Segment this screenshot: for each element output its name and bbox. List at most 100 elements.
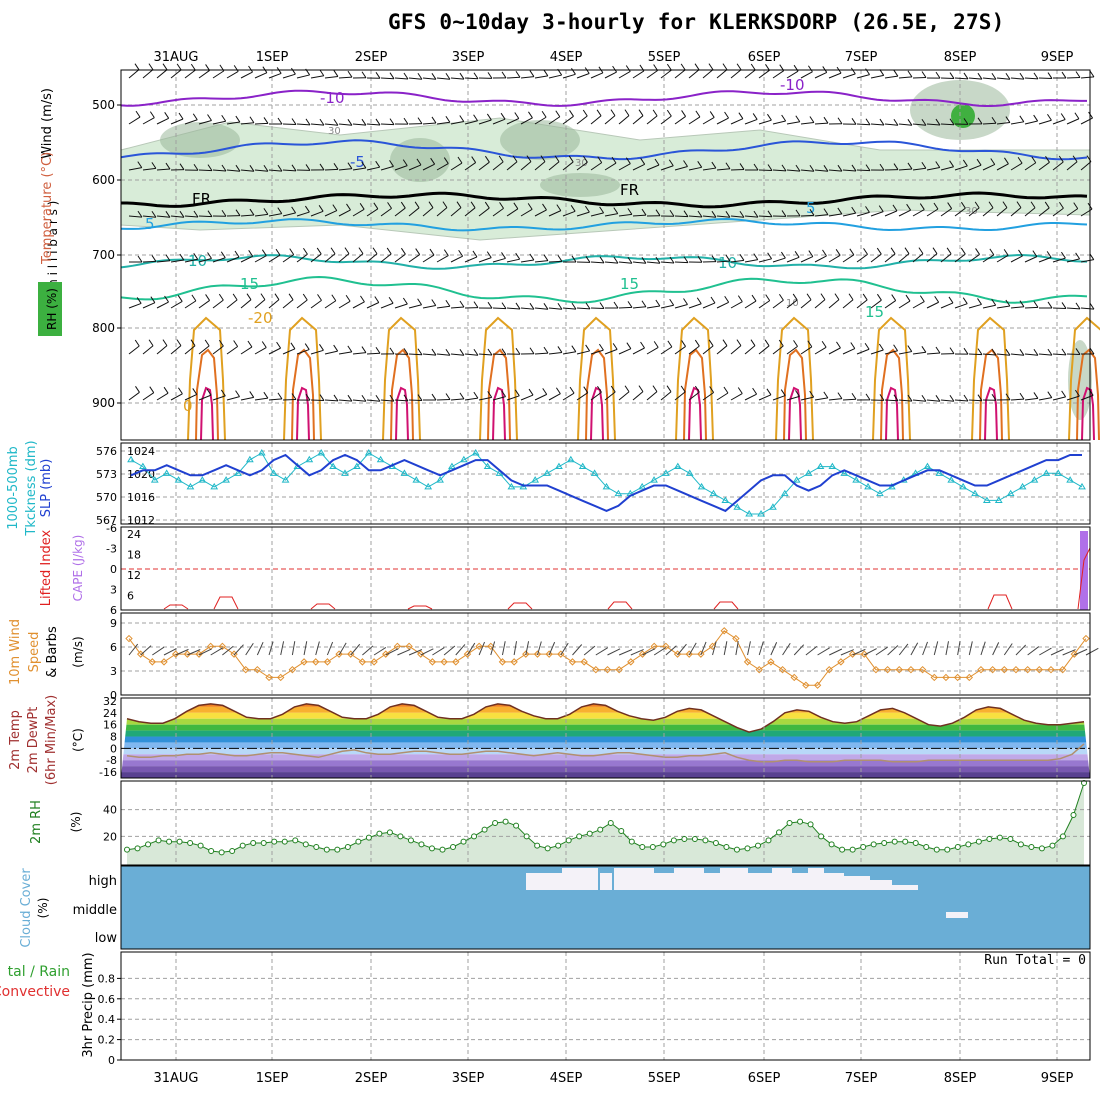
wind-barb-flag — [221, 115, 227, 122]
wind-barb-flag — [977, 348, 983, 355]
clear-sky-block — [772, 868, 792, 890]
wind-barb — [450, 207, 462, 217]
wind-barb — [436, 305, 450, 309]
wind-barb-flag — [1075, 348, 1081, 355]
wind-barb-flag — [1019, 72, 1025, 80]
wind-barb — [1010, 398, 1025, 401]
wind-tick-label: 3 — [110, 665, 117, 678]
wind-barb-flag — [135, 110, 141, 118]
wind-barb — [576, 392, 589, 401]
wind-barb — [450, 398, 464, 401]
rh2m-label: 2m RH — [29, 800, 44, 844]
li-bump — [607, 601, 633, 610]
wind-speed-point — [965, 673, 974, 682]
wind-barb — [506, 161, 518, 171]
wind-speed-point — [125, 634, 133, 643]
temp-contour-30 — [296, 386, 310, 441]
wind-barb-flag — [333, 70, 339, 77]
temp-contour-30 — [1081, 386, 1095, 441]
wind-barb-flag — [766, 388, 772, 396]
wind-speed-point — [837, 658, 845, 666]
wind-barb-flag — [725, 254, 731, 262]
wind-barb — [898, 351, 912, 355]
wind-barb-flag — [781, 114, 787, 122]
wind-barb-flag — [165, 162, 171, 170]
wind-barb — [674, 346, 686, 355]
wind-barb — [170, 118, 184, 125]
wind-10m-barb — [595, 647, 609, 656]
wind-barb-flag — [1089, 347, 1095, 355]
wind-barb-flag — [361, 346, 367, 353]
wind-barb — [128, 302, 142, 309]
wind-10m-barb — [397, 648, 411, 656]
wind-barb — [702, 215, 716, 218]
wind-barb — [870, 211, 884, 217]
dewpoint-line — [126, 743, 1085, 763]
temp-contour-20 — [382, 316, 421, 441]
wind-barb — [254, 169, 268, 172]
wind-barb-flag — [737, 387, 743, 394]
temp-contour-10 — [120, 253, 1088, 270]
wind-barb-flag — [736, 63, 742, 71]
wind-barb — [1038, 256, 1052, 263]
wind-barb — [366, 208, 379, 217]
wind-barb-flag — [680, 63, 686, 71]
wind-barb — [198, 345, 210, 355]
wind-barb — [562, 392, 575, 401]
wind-barb-flag — [375, 160, 381, 168]
wind-barb-flag — [529, 302, 535, 310]
wind-barb-flag — [318, 205, 324, 212]
thickness-point — [935, 469, 944, 476]
precip-total-label: tal / Rain — [8, 964, 70, 980]
wind-barb — [184, 300, 197, 309]
wind-barb — [310, 349, 324, 355]
wind-barb-flag — [179, 253, 185, 261]
wind-barb-flag — [918, 247, 924, 254]
rh2m-point — [965, 841, 972, 848]
thickness-point — [614, 489, 623, 497]
wind-barb — [688, 116, 701, 125]
wind-barb-flag — [431, 299, 437, 306]
wind-barb — [688, 345, 700, 355]
wind-barb-flag — [809, 164, 815, 172]
wind-barb-flag — [725, 162, 731, 170]
wind-barb-flag — [680, 385, 686, 393]
wind-barb-flag — [375, 118, 381, 126]
wind-barb-flag — [1047, 113, 1052, 121]
wind-barb — [842, 348, 856, 355]
wind-barb-flag — [625, 157, 631, 164]
wind-barb-flag — [739, 254, 745, 261]
wind-barb-flag — [837, 117, 843, 125]
wind-barb — [170, 300, 183, 309]
wind-barb-flag — [207, 164, 213, 171]
wind-barb-flag — [638, 385, 644, 392]
wind-barb-flag — [135, 386, 140, 393]
wind-speed-point — [253, 665, 262, 674]
temp-contour-20 — [283, 316, 322, 441]
wind-barb-flag — [767, 164, 773, 171]
wind-barb-flag — [527, 203, 533, 210]
wind-barb — [282, 348, 296, 355]
wind-barb — [240, 71, 253, 79]
wind-barb-flag — [361, 118, 367, 126]
wind-barb-flag — [459, 349, 465, 356]
top-date-label: 7SEP — [845, 50, 878, 65]
cape-tick-label: 12 — [127, 569, 141, 582]
wind-barb — [716, 260, 731, 263]
rh2m-point — [166, 838, 173, 845]
thickness-point — [1066, 476, 1074, 483]
wind-barb — [380, 77, 395, 80]
wind-barb-flag — [515, 348, 521, 355]
wind-barb-flag — [837, 164, 843, 172]
wind-barb — [506, 395, 520, 401]
wind-barb-flag — [515, 70, 521, 78]
wind-barb-flag — [935, 118, 941, 126]
wind-10m-barb — [992, 642, 1000, 656]
wind-10m-barb — [385, 648, 399, 656]
wind-barb-flag — [557, 255, 563, 262]
wind-barb-flag — [722, 63, 728, 70]
wind-barb-flag — [932, 247, 938, 254]
wind-10m-barb — [723, 641, 728, 656]
wind-barb — [562, 307, 576, 310]
wind-10m-barb — [128, 643, 139, 656]
